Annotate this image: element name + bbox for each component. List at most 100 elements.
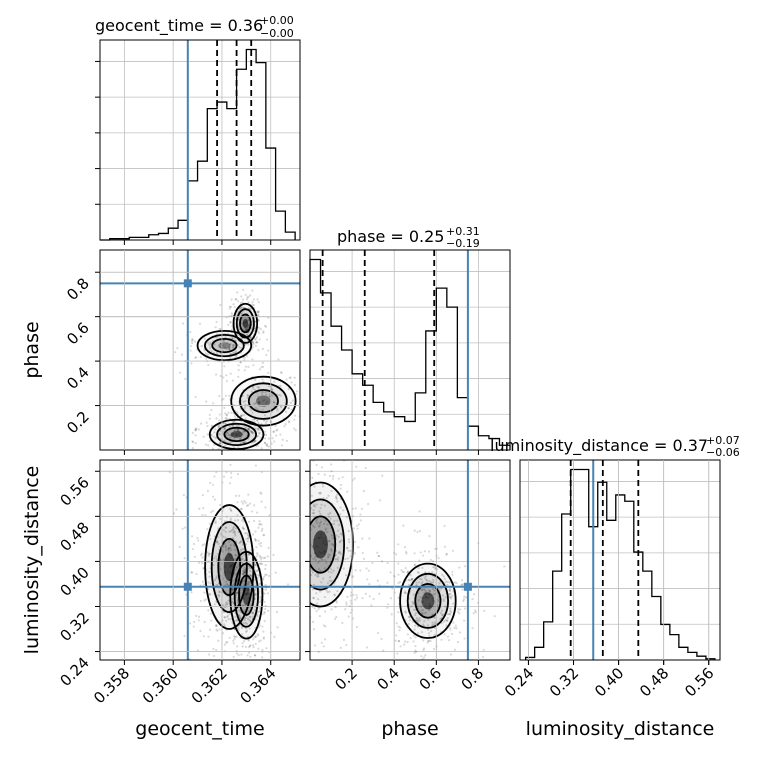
contour-line [204, 504, 255, 630]
sample-point [244, 293, 247, 296]
sample-point [311, 620, 315, 623]
sample-point [232, 526, 235, 530]
sample-point [440, 609, 444, 612]
sample-point [253, 378, 257, 381]
sample-point [206, 551, 209, 554]
sample-point [240, 500, 243, 503]
sample-point [354, 507, 357, 510]
sample-point [328, 590, 331, 593]
sample-point [243, 579, 246, 583]
sample-point [365, 453, 367, 455]
sample-point [261, 347, 265, 351]
sample-point [328, 579, 331, 582]
sample-point [258, 523, 261, 526]
sample-point [216, 541, 219, 544]
contour-line [203, 333, 245, 358]
sample-point [253, 440, 256, 443]
sample-point [257, 539, 260, 542]
sample-point [440, 638, 443, 641]
sample-point [254, 456, 256, 458]
sample-point [413, 564, 416, 567]
sample-point [331, 543, 335, 546]
sample-point [243, 553, 246, 556]
sample-point [229, 548, 233, 552]
sample-point [203, 337, 206, 340]
sample-point [240, 312, 243, 315]
sample-point [292, 556, 294, 558]
sample-point [292, 495, 294, 497]
sample-point [418, 619, 421, 622]
sample-point [472, 612, 475, 615]
sample-point [216, 540, 219, 543]
title-luminosity-distance-minus: −0.06 [706, 446, 740, 459]
sample-point [397, 625, 400, 628]
sample-point [244, 621, 247, 624]
sample-point [243, 356, 246, 359]
sample-point [244, 532, 247, 535]
sample-point [319, 590, 322, 593]
sample-point [242, 572, 245, 575]
sample-point [228, 346, 231, 349]
sample-point [247, 583, 251, 586]
sample-point [398, 629, 401, 632]
sample-point [240, 306, 243, 309]
sample-point [376, 551, 379, 554]
sample-point [217, 639, 220, 642]
sample-point [368, 537, 371, 540]
sample-point [244, 645, 247, 648]
sample-point [243, 450, 245, 452]
sample-point [233, 548, 237, 551]
sample-point [441, 613, 444, 616]
sample-point [206, 341, 210, 344]
sample-point [266, 490, 268, 492]
sample-point [228, 305, 232, 308]
contour-line [310, 515, 337, 574]
sample-point [215, 417, 218, 420]
sample-point [263, 533, 266, 537]
sample-point [256, 408, 259, 411]
sample-point [236, 519, 240, 522]
sample-point [450, 597, 453, 600]
sample-point [423, 576, 426, 579]
sample-point [231, 579, 234, 583]
sample-point [279, 371, 282, 374]
sample-point [328, 576, 332, 579]
sample-point [252, 298, 255, 301]
sample-point [344, 557, 347, 561]
sample-point [412, 601, 415, 604]
sample-point [452, 602, 455, 605]
sample-point [194, 356, 197, 359]
sample-point [349, 599, 352, 602]
sample-point [284, 614, 286, 616]
sample-point [307, 466, 309, 468]
sample-point [356, 527, 359, 530]
sample-point [293, 418, 296, 421]
sample-point [303, 538, 305, 540]
sample-point [234, 554, 238, 557]
sample-point [240, 295, 243, 298]
sample-point [315, 503, 318, 506]
sample-point [228, 547, 231, 550]
sample-point [233, 344, 236, 347]
sample-point [445, 619, 449, 622]
sample-point [404, 610, 407, 613]
sample-point [237, 627, 240, 630]
sample-point [209, 582, 212, 585]
sample-point [417, 571, 420, 574]
sample-point [201, 513, 204, 517]
sample-point [296, 538, 298, 540]
sample-point [232, 597, 235, 600]
sample-point [355, 465, 358, 468]
contour-line [208, 418, 265, 450]
sample-point [297, 507, 299, 509]
sample-point [335, 495, 338, 498]
sample-point [181, 527, 184, 530]
y-tick-label: 0.6 [63, 319, 93, 349]
x-tick-label: 0.48 [636, 664, 672, 700]
sample-point [245, 537, 248, 540]
sample-point [441, 573, 444, 576]
sample-point [257, 387, 260, 390]
sample-point [427, 632, 431, 635]
sample-point [423, 612, 426, 615]
sample-point [322, 577, 325, 580]
